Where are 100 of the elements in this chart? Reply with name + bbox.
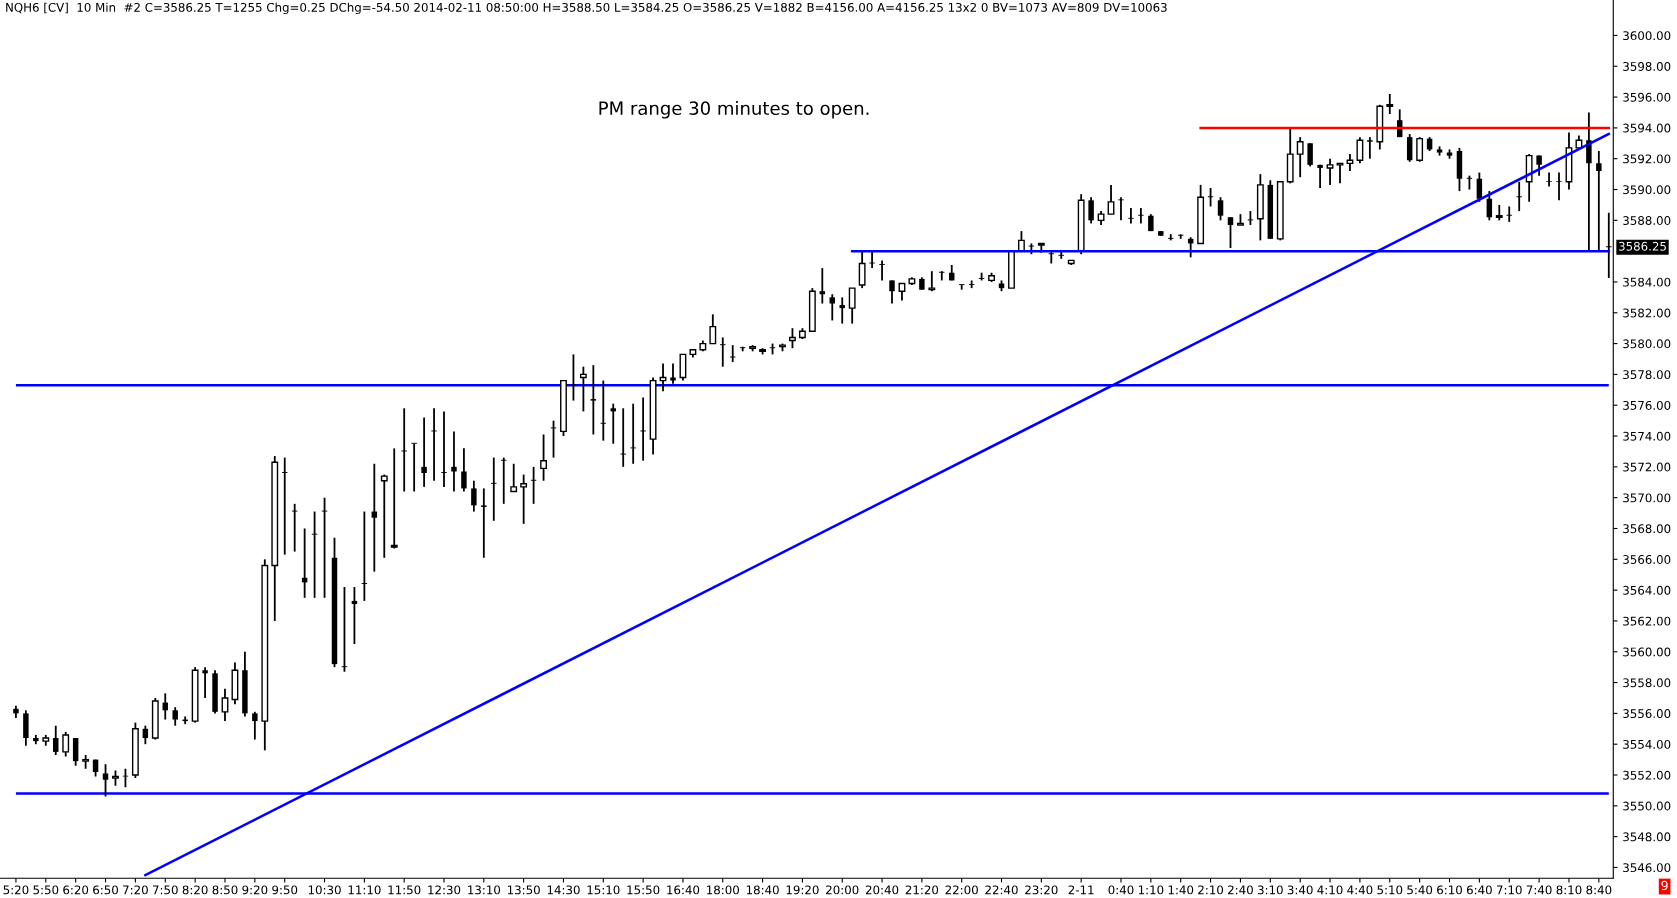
candlestick (530, 465, 537, 505)
candlestick (411, 442, 417, 493)
candlestick (1307, 142, 1313, 168)
candlestick (390, 447, 398, 550)
candlestick (958, 284, 965, 291)
candlestick (361, 510, 368, 602)
x-tick-label: 18:00 (707, 885, 739, 895)
candlestick (620, 407, 626, 468)
x-tick-label: 7:50 (152, 885, 178, 895)
candlestick (1556, 171, 1562, 202)
y-tick-label: 3568.00 (1623, 524, 1671, 534)
y-tick-label: 3600.00 (1623, 31, 1671, 41)
candlestick (829, 293, 836, 322)
y-tick-label: 3558.00 (1623, 678, 1671, 688)
x-tick-label: 13:50 (507, 885, 540, 895)
candlestick (1336, 162, 1344, 185)
candlestick (550, 419, 557, 459)
candlestick (461, 447, 467, 493)
x-tick-label: 22:40 (985, 885, 1018, 895)
x-tick-label: 3:10 (1257, 885, 1283, 895)
candlestick (291, 502, 298, 553)
candlestick (1247, 210, 1254, 226)
candlestick (1107, 183, 1115, 216)
candlestick (53, 724, 59, 756)
candlestick (1506, 205, 1512, 223)
x-tick-label: 15:10 (587, 885, 620, 895)
x-tick-label: 20:40 (865, 885, 899, 895)
candlestick (858, 250, 866, 290)
x-tick-label: 8:10 (1556, 885, 1582, 895)
candlestick (879, 259, 885, 282)
candlestick (889, 279, 895, 305)
chart-title: NQH6 [CV] 10 Min #2 C=3586.25 T=1255 Chg=0.25 DChg=-54.50 2014-02-11 08:50:00 H=3588.50 L=3584.25 O=3586.25 V=1882 B=4156.00 A=4156.25 13x2 0 BV=1073 AV=809 DV=10063 (6, 2, 1167, 15)
candlestick (630, 402, 636, 465)
candlestick (72, 737, 79, 767)
candlestick (1326, 157, 1334, 186)
candlestick (1118, 196, 1124, 222)
candlestick (720, 336, 726, 368)
x-tick-label: 21:20 (905, 885, 939, 895)
x-tick-label: 5:10 (1377, 885, 1403, 895)
x-tick-label: 2:40 (1228, 885, 1253, 895)
x-tick-label: 19:20 (786, 885, 819, 895)
y-tick-label: 3566.00 (1623, 555, 1671, 564)
candlestick (1586, 111, 1592, 253)
y-tick-label: 3560.00 (1623, 647, 1671, 657)
y-tick-label: 3592.00 (1623, 154, 1671, 164)
candlestick (62, 730, 70, 758)
candlestick (839, 296, 845, 325)
x-tick-label: 22:00 (945, 885, 978, 895)
x-tick-label: 8:40 (1586, 885, 1612, 895)
y-tick-label: 3550.00 (1623, 801, 1671, 811)
y-tick-label: 3594.00 (1623, 123, 1671, 133)
candlestick (421, 416, 427, 488)
candlestick (520, 473, 528, 525)
candlestick (491, 456, 497, 522)
y-tick-label: 3598.00 (1623, 61, 1671, 71)
candlestick (252, 710, 258, 741)
y-tick-label: 3570.00 (1623, 493, 1671, 503)
candlestick (1296, 136, 1304, 179)
x-tick-label: 8:50 (212, 885, 238, 895)
x-tick-label: 12:30 (428, 885, 461, 895)
candlestick (570, 353, 577, 402)
candlestick (848, 287, 856, 325)
candlestick (1406, 133, 1413, 163)
x-tick-label: 6:50 (93, 885, 118, 895)
candlestick (1128, 207, 1134, 225)
y-tick-label: 3572.00 (1623, 462, 1671, 472)
x-tick-label: 4:40 (1347, 885, 1373, 895)
candlestick (481, 487, 487, 559)
x-tick-label: 5:20 (3, 885, 29, 895)
candlestick (1367, 136, 1373, 160)
x-tick-label: 6:10 (1437, 885, 1462, 895)
candlestick (1088, 196, 1094, 225)
x-tick-label: 11:10 (348, 885, 381, 895)
candlestick (1227, 216, 1234, 249)
candlestick (221, 687, 229, 722)
x-tick-label: 10:30 (308, 885, 341, 895)
candlestick (1416, 136, 1424, 163)
candlestick (102, 763, 109, 798)
x-tick-label: 3:40 (1287, 885, 1313, 895)
x-tick-label: 2-11 (1068, 885, 1094, 895)
x-tick-label: 15:50 (627, 885, 660, 895)
x-tick-label: 9:20 (242, 885, 268, 895)
x-tick-label: 20:00 (826, 885, 859, 895)
x-tick-label: 4:10 (1317, 885, 1343, 895)
x-tick-label: 6:20 (63, 885, 89, 895)
x-tick-label: 5:40 (1407, 885, 1433, 895)
candlestick (640, 396, 646, 462)
candlestick (441, 410, 447, 488)
candlestick (122, 767, 129, 789)
x-tick-label: 1:10 (1138, 885, 1164, 895)
y-tick-label: 3556.00 (1623, 709, 1671, 719)
candlestick (789, 327, 796, 350)
x-tick-label: 14:30 (547, 885, 580, 895)
x-tick-label: 7:10 (1496, 885, 1522, 895)
candlestick (1217, 196, 1224, 222)
text: 9 (1661, 880, 1668, 891)
annotation: PM range 30 minutes to open. (599, 101, 869, 119)
candlestick (1356, 136, 1364, 165)
x-tick-label: 7:40 (1526, 885, 1552, 895)
candlestick (540, 433, 547, 482)
